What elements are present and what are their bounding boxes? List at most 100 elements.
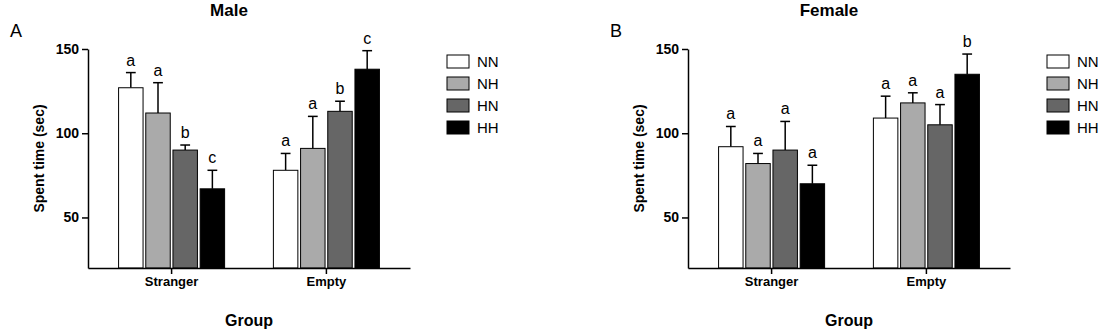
error-cap xyxy=(126,72,136,74)
x-axis-line xyxy=(689,268,1011,270)
legend-swatch xyxy=(1047,99,1069,112)
chart-title: Female xyxy=(800,1,859,20)
bar xyxy=(173,150,197,268)
x-tick-label: Empty xyxy=(307,274,348,289)
panel-label: B xyxy=(610,21,622,41)
y-tick-mark xyxy=(82,217,88,219)
y-tick-label: 50 xyxy=(63,209,79,225)
significance-letter: b xyxy=(181,124,190,141)
plot-area xyxy=(119,51,380,268)
x-tick: Stranger xyxy=(745,268,798,289)
y-axis-line xyxy=(88,50,90,269)
y-tick-label: 50 xyxy=(663,209,679,225)
legend: NNNHHNHH xyxy=(1047,53,1099,136)
y-tick-mark xyxy=(682,217,688,219)
y-tick: 100 xyxy=(56,125,88,141)
x-tick-mark xyxy=(771,268,773,274)
y-tick-mark xyxy=(682,133,688,135)
legend-swatch xyxy=(447,121,469,134)
x-axis: Stranger Empty xyxy=(89,268,411,289)
chart-title: Male xyxy=(210,1,248,20)
x-tick-mark xyxy=(326,268,328,274)
x-tick: Empty xyxy=(907,268,948,289)
x-tick-mark xyxy=(171,268,173,274)
error-bar xyxy=(757,153,759,163)
error-cap xyxy=(753,153,763,155)
y-axis-title: Spent time (sec) xyxy=(31,104,47,212)
error-bar xyxy=(366,51,368,70)
panel-label: A xyxy=(10,21,22,41)
bar xyxy=(955,74,979,268)
significance-letter: a xyxy=(881,75,890,92)
error-cap xyxy=(362,50,372,52)
legend-label: HN xyxy=(477,97,499,114)
error-bar xyxy=(312,116,314,148)
bar xyxy=(355,69,379,268)
significance-letter: c xyxy=(208,149,216,166)
legend-label: HH xyxy=(1077,119,1099,136)
legend-swatch xyxy=(447,77,469,90)
y-tick: 150 xyxy=(656,41,688,57)
legend: NNNHHNHH xyxy=(447,53,499,136)
legend-label: NN xyxy=(477,53,499,70)
x-axis-line xyxy=(89,268,411,270)
significance-letter: b xyxy=(336,80,345,97)
significance-letter: a xyxy=(154,62,163,79)
y-tick: 50 xyxy=(663,209,688,225)
y-tick: 50 xyxy=(63,209,88,225)
x-axis-title: Group xyxy=(825,312,873,329)
error-bar xyxy=(730,126,732,146)
error-bar xyxy=(157,83,159,113)
error-cap xyxy=(807,164,817,166)
significance-letter: a xyxy=(726,105,735,122)
significance-letter: c xyxy=(363,30,371,47)
y-axis: 50 100 150 xyxy=(56,41,89,269)
y-tick: 100 xyxy=(656,125,688,141)
error-bar xyxy=(812,165,814,184)
error-cap xyxy=(935,104,945,106)
error-bar xyxy=(285,153,287,170)
y-tick: 150 xyxy=(56,41,88,57)
legend-swatch xyxy=(1047,55,1069,68)
error-cap xyxy=(308,116,318,118)
error-cap xyxy=(207,170,217,172)
legend-label: NN xyxy=(1077,53,1099,70)
significance-letter: a xyxy=(781,100,790,117)
bar xyxy=(200,189,224,268)
error-bar xyxy=(912,93,914,103)
significance-letter: a xyxy=(936,84,945,101)
error-bar xyxy=(339,101,341,111)
error-cap xyxy=(780,121,790,123)
bar xyxy=(873,118,897,268)
legend-swatch xyxy=(447,99,469,112)
error-bar xyxy=(966,54,968,74)
y-tick-mark xyxy=(682,49,688,51)
significance-letter: a xyxy=(908,72,917,89)
bar xyxy=(301,148,325,268)
x-axis-title: Group xyxy=(225,312,273,329)
error-bar xyxy=(885,96,887,118)
x-tick-mark xyxy=(926,268,928,274)
legend-swatch xyxy=(447,55,469,68)
y-axis-title: Spent time (sec) xyxy=(631,104,647,212)
bar xyxy=(901,103,925,268)
significance-letter: a xyxy=(281,132,290,149)
bar xyxy=(746,164,770,268)
bar xyxy=(273,170,297,268)
error-cap xyxy=(335,100,345,102)
error-cap xyxy=(881,95,891,97)
legend-label: HH xyxy=(477,119,499,136)
plot-area xyxy=(719,54,980,268)
bar xyxy=(328,111,352,268)
error-bar xyxy=(939,105,941,125)
y-axis: 50 100 150 xyxy=(656,41,689,269)
figure: a a a a b b c c 50 100 150 Stranger Empty Male A Group S… xyxy=(0,0,1120,333)
panel: aaaaaaab50100150StrangerEmptyFemaleBGrou… xyxy=(610,1,1099,329)
panel: aaaabbcc50100150StrangerEmptyMaleAGroupS… xyxy=(10,1,499,329)
bar xyxy=(773,150,797,268)
y-tick-label: 100 xyxy=(56,125,80,141)
y-tick-label: 150 xyxy=(56,41,80,57)
x-tick-label: Stranger xyxy=(145,274,198,289)
error-bar xyxy=(184,145,186,150)
error-cap xyxy=(962,53,972,55)
